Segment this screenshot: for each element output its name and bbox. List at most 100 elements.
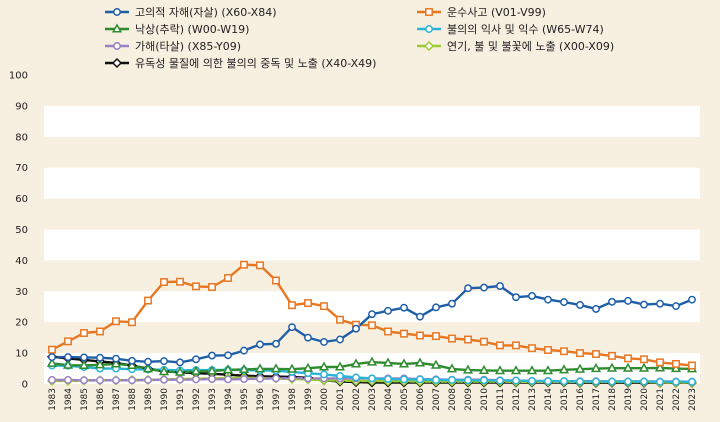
x-tick-label: 2016 bbox=[576, 388, 586, 411]
data-point bbox=[112, 376, 120, 385]
legend-marker bbox=[111, 57, 123, 69]
data-point bbox=[176, 358, 184, 367]
data-point bbox=[448, 299, 456, 308]
data-point bbox=[624, 354, 632, 363]
data-point bbox=[286, 363, 298, 373]
data-point bbox=[254, 363, 266, 373]
data-point bbox=[192, 355, 200, 364]
x-tick-label: 2021 bbox=[656, 388, 666, 411]
data-point bbox=[304, 333, 312, 342]
data-point bbox=[272, 339, 280, 348]
data-point bbox=[384, 306, 392, 315]
data-point bbox=[688, 361, 696, 370]
data-point bbox=[288, 323, 296, 332]
x-tick-label: 1986 bbox=[96, 388, 106, 411]
legend-label: 연기, 불 및 불꽃에 노출 (X00-X09) bbox=[447, 40, 614, 53]
data-point bbox=[144, 357, 152, 366]
data-point bbox=[464, 335, 472, 344]
x-tick-label: 1988 bbox=[128, 388, 138, 411]
data-point bbox=[656, 299, 664, 308]
data-point bbox=[240, 346, 248, 355]
data-point bbox=[528, 291, 536, 300]
data-point bbox=[94, 359, 106, 369]
data-point bbox=[240, 375, 248, 384]
x-tick-label: 2001 bbox=[336, 388, 346, 411]
data-point bbox=[80, 329, 88, 337]
data-point bbox=[366, 356, 378, 366]
data-point bbox=[400, 375, 408, 384]
data-point bbox=[240, 260, 248, 269]
data-point bbox=[416, 331, 424, 340]
data-point bbox=[48, 376, 56, 384]
data-point bbox=[64, 353, 72, 362]
x-tick-label: 2008 bbox=[448, 388, 458, 411]
data-point bbox=[224, 375, 232, 384]
data-point bbox=[190, 365, 202, 375]
data-point bbox=[144, 296, 152, 305]
x-tick-label: 1998 bbox=[288, 388, 298, 411]
x-tick-label: 1992 bbox=[192, 388, 202, 411]
data-point bbox=[558, 364, 570, 374]
data-point bbox=[288, 301, 296, 310]
data-point bbox=[430, 359, 442, 369]
data-point bbox=[48, 345, 56, 354]
data-point bbox=[336, 335, 344, 344]
legend-marker bbox=[113, 42, 121, 50]
data-point bbox=[432, 303, 440, 312]
y-tick-label: 20 bbox=[15, 318, 28, 329]
legend-label: 고의적 자해(자살) (X60-X84) bbox=[135, 5, 277, 19]
y-tick-label: 80 bbox=[15, 132, 28, 143]
data-point bbox=[496, 376, 504, 385]
data-point bbox=[462, 364, 474, 374]
data-point bbox=[224, 351, 232, 360]
data-point bbox=[126, 359, 138, 370]
data-point bbox=[272, 374, 280, 383]
data-point bbox=[320, 302, 328, 311]
y-axis-ticks: 0 10 20 30 40 50 60 70 80 90 100 bbox=[9, 71, 28, 391]
data-point bbox=[526, 365, 538, 375]
data-point bbox=[336, 315, 344, 324]
data-point bbox=[208, 283, 216, 291]
data-point bbox=[208, 351, 216, 360]
x-tick-label: 2007 bbox=[432, 388, 442, 411]
data-point bbox=[510, 365, 522, 375]
legend-marker bbox=[423, 40, 435, 52]
data-point bbox=[78, 359, 90, 370]
data-point bbox=[544, 377, 552, 386]
data-point bbox=[544, 295, 552, 304]
x-tick-label: 1995 bbox=[240, 388, 250, 411]
legend-label: 가해(타살) (X85-Y09) bbox=[135, 39, 241, 53]
data-point bbox=[160, 375, 168, 384]
data-point bbox=[592, 304, 600, 313]
grid-band bbox=[44, 105, 700, 137]
data-point bbox=[206, 365, 218, 375]
data-point bbox=[560, 298, 568, 307]
data-point bbox=[320, 338, 328, 346]
data-point bbox=[128, 318, 136, 327]
data-point bbox=[496, 282, 504, 290]
data-point bbox=[480, 283, 488, 292]
data-point bbox=[400, 303, 408, 312]
data-point bbox=[480, 337, 488, 346]
x-tick-label: 1983 bbox=[48, 388, 58, 411]
data-point bbox=[368, 374, 376, 383]
data-point bbox=[174, 366, 186, 376]
data-point bbox=[144, 376, 152, 384]
x-tick-label: 2018 bbox=[608, 388, 618, 411]
data-point bbox=[352, 373, 360, 382]
data-point bbox=[672, 377, 680, 386]
data-point bbox=[350, 358, 362, 368]
data-point bbox=[590, 363, 602, 373]
x-tick-label: 2005 bbox=[400, 388, 410, 411]
data-point bbox=[224, 274, 232, 282]
data-point bbox=[80, 353, 88, 362]
data-point bbox=[160, 278, 168, 286]
data-point bbox=[448, 334, 456, 343]
data-point bbox=[670, 363, 682, 373]
data-point bbox=[318, 361, 330, 371]
data-point bbox=[528, 344, 536, 353]
data-point bbox=[382, 357, 394, 367]
legend-label: 낙상(추락) (W00-W19) bbox=[135, 23, 249, 36]
data-point bbox=[432, 332, 440, 341]
